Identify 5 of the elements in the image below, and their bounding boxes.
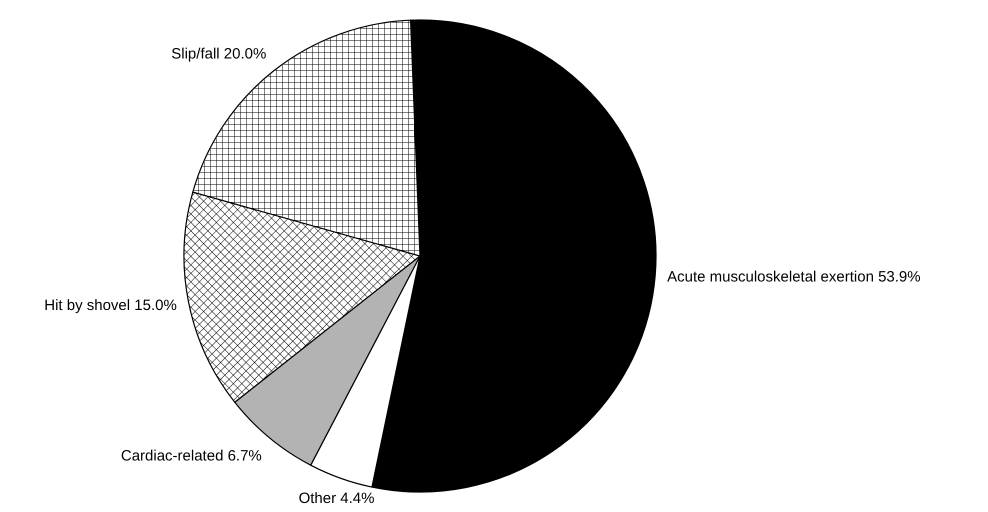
slice-label: Acute musculoskeletal exertion 53.9% <box>667 268 921 286</box>
slice-label: Cardiac-related 6.7% <box>120 447 262 464</box>
slice-label: Other 4.4% <box>298 490 374 508</box>
slice-label: Slip/fall 20.0% <box>171 45 266 62</box>
slice-label: Hit by shovel 15.0% <box>44 296 177 314</box>
